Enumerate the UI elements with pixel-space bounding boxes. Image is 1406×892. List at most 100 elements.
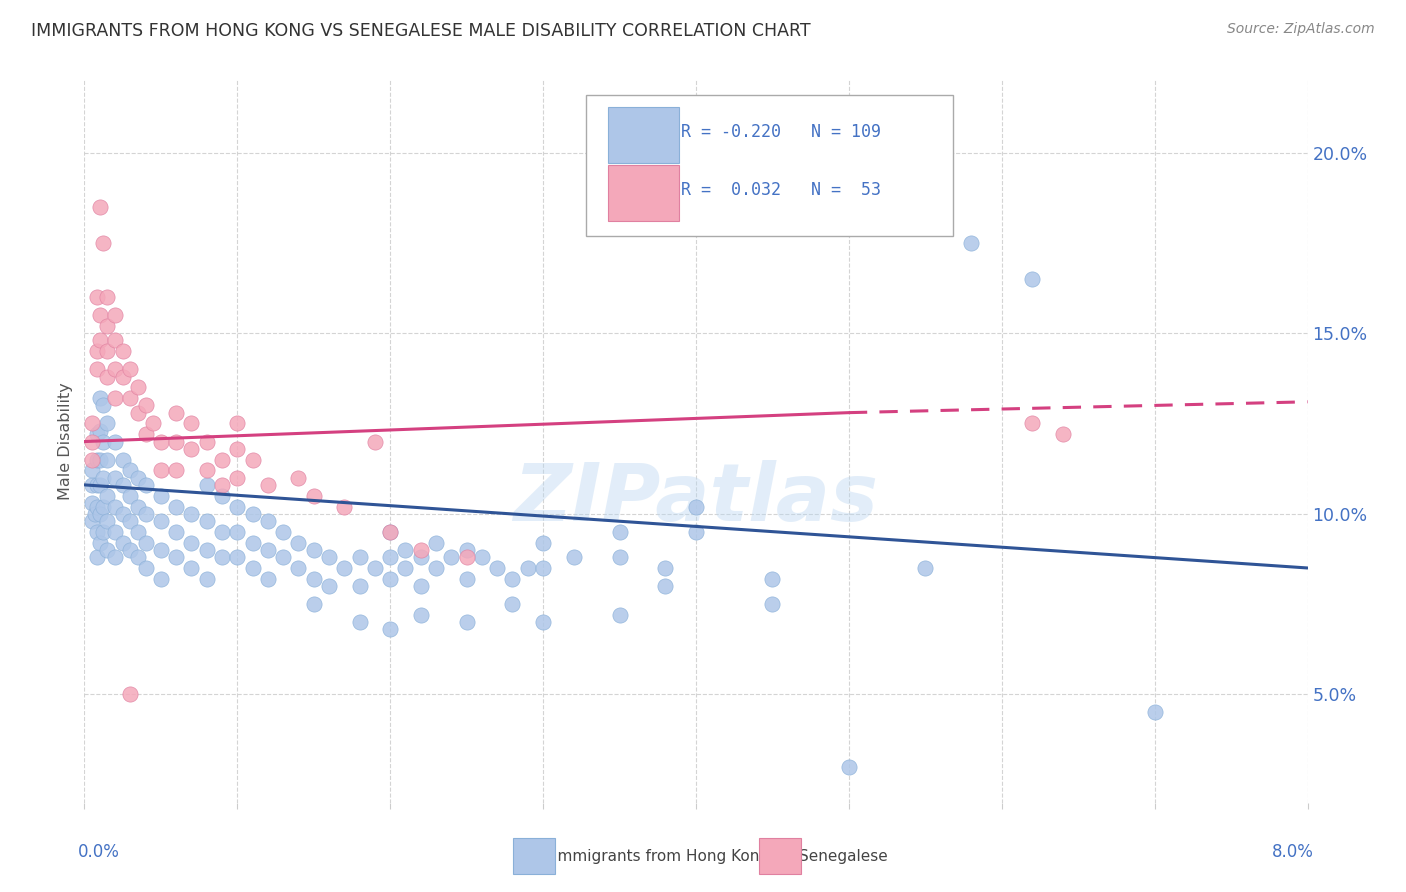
Point bbox=[318, 550, 340, 565]
Point bbox=[654, 579, 676, 593]
Text: IMMIGRANTS FROM HONG KONG VS SENEGALESE MALE DISABILITY CORRELATION CHART: IMMIGRANTS FROM HONG KONG VS SENEGALESE … bbox=[31, 22, 810, 40]
Point bbox=[127, 524, 149, 539]
Point bbox=[1021, 417, 1043, 431]
Point bbox=[96, 542, 118, 557]
Point bbox=[409, 579, 432, 593]
Point bbox=[135, 427, 157, 442]
Point bbox=[226, 417, 249, 431]
Point bbox=[333, 561, 356, 575]
Point bbox=[180, 561, 202, 575]
Point bbox=[104, 434, 127, 449]
Point bbox=[502, 597, 524, 611]
Text: R = -0.220   N = 109: R = -0.220 N = 109 bbox=[682, 123, 882, 141]
Point bbox=[91, 398, 114, 412]
Point bbox=[96, 452, 118, 467]
Point bbox=[226, 550, 249, 565]
Point bbox=[425, 535, 447, 549]
Point bbox=[226, 524, 249, 539]
Point bbox=[257, 514, 280, 528]
Point bbox=[111, 369, 134, 384]
Point bbox=[135, 398, 157, 412]
Point bbox=[609, 524, 631, 539]
Point bbox=[96, 318, 118, 333]
Point bbox=[380, 524, 402, 539]
Point bbox=[226, 500, 249, 514]
Point bbox=[562, 550, 585, 565]
Point bbox=[349, 579, 371, 593]
Point bbox=[456, 542, 478, 557]
Point bbox=[195, 572, 218, 586]
Point bbox=[257, 572, 280, 586]
Point bbox=[302, 597, 325, 611]
Point bbox=[409, 550, 432, 565]
Point bbox=[471, 550, 494, 565]
Point bbox=[364, 434, 387, 449]
Point bbox=[502, 572, 524, 586]
Point bbox=[80, 463, 103, 477]
Point bbox=[440, 550, 463, 565]
Point bbox=[394, 542, 416, 557]
Point bbox=[211, 524, 233, 539]
Point bbox=[960, 235, 983, 250]
FancyBboxPatch shape bbox=[586, 95, 953, 235]
Point bbox=[80, 514, 103, 528]
Point bbox=[287, 561, 309, 575]
Point bbox=[104, 391, 127, 405]
Point bbox=[409, 607, 432, 622]
Point bbox=[287, 470, 309, 484]
Point bbox=[761, 572, 783, 586]
Point bbox=[195, 463, 218, 477]
Point bbox=[86, 550, 108, 565]
Point bbox=[120, 463, 142, 477]
Point bbox=[104, 334, 127, 348]
Point bbox=[80, 452, 103, 467]
Text: Source: ZipAtlas.com: Source: ZipAtlas.com bbox=[1227, 22, 1375, 37]
Point bbox=[180, 507, 202, 521]
Text: ZIPatlas: ZIPatlas bbox=[513, 460, 879, 539]
Point bbox=[89, 452, 111, 467]
Point bbox=[380, 524, 402, 539]
Point bbox=[456, 572, 478, 586]
Point bbox=[80, 417, 103, 431]
Point bbox=[149, 463, 172, 477]
Point bbox=[271, 524, 294, 539]
Point bbox=[226, 442, 249, 456]
Point bbox=[195, 542, 218, 557]
Point bbox=[149, 434, 172, 449]
Point bbox=[111, 535, 134, 549]
Text: R =  0.032   N =  53: R = 0.032 N = 53 bbox=[682, 181, 882, 199]
Point bbox=[1143, 706, 1166, 720]
Point bbox=[349, 615, 371, 630]
Point bbox=[89, 478, 111, 492]
Point bbox=[111, 507, 134, 521]
Point bbox=[914, 561, 936, 575]
Point bbox=[127, 550, 149, 565]
Point bbox=[165, 524, 187, 539]
Point bbox=[211, 489, 233, 503]
Point bbox=[195, 434, 218, 449]
Point bbox=[89, 334, 111, 348]
Point bbox=[86, 362, 108, 376]
Point bbox=[302, 542, 325, 557]
Point bbox=[165, 406, 187, 420]
Point bbox=[127, 380, 149, 394]
Point bbox=[242, 561, 264, 575]
Point bbox=[120, 542, 142, 557]
Point bbox=[195, 514, 218, 528]
Point bbox=[180, 417, 202, 431]
Point bbox=[135, 478, 157, 492]
Point bbox=[226, 470, 249, 484]
Point bbox=[86, 500, 108, 514]
Point bbox=[120, 687, 142, 701]
Point bbox=[104, 308, 127, 322]
Point bbox=[104, 550, 127, 565]
Point bbox=[456, 615, 478, 630]
Point bbox=[96, 369, 118, 384]
Point bbox=[425, 561, 447, 575]
Point bbox=[211, 550, 233, 565]
Point bbox=[609, 607, 631, 622]
Point bbox=[380, 550, 402, 565]
Point bbox=[142, 417, 165, 431]
FancyBboxPatch shape bbox=[607, 165, 679, 221]
Point bbox=[111, 478, 134, 492]
